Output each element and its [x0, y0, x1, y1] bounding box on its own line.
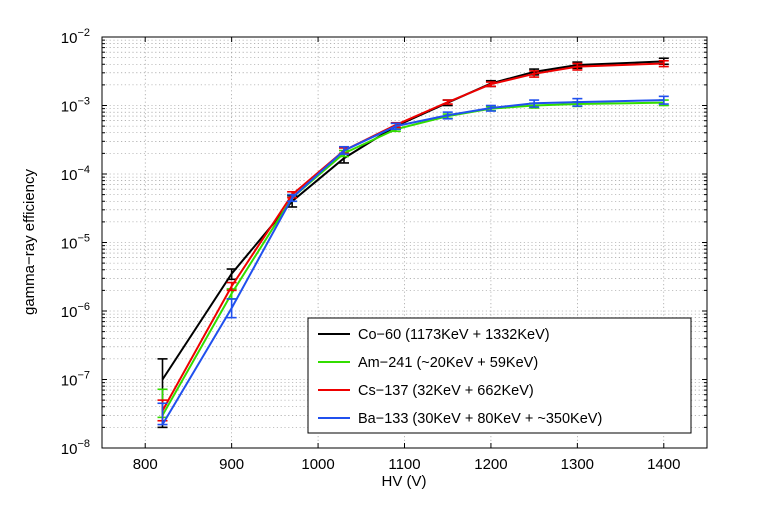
legend-label: Ba−133 (30KeV + 80KeV + ~350KeV)	[358, 411, 602, 427]
error-bar	[485, 104, 496, 112]
legend-label: Co−60 (1173KeV + 1332KeV)	[358, 327, 550, 343]
error-bar	[226, 281, 237, 292]
x-tick-label: 900	[219, 456, 244, 473]
series-line	[161, 62, 664, 412]
error-bar	[226, 298, 237, 319]
y-tick-label: 10−7	[61, 370, 90, 390]
legend-label: Am−241 (~20KeV + 59KeV)	[358, 355, 538, 371]
legend: Co−60 (1173KeV + 1332KeV) Am−241 (~20KeV …	[307, 317, 692, 434]
error-bar	[529, 99, 540, 108]
error-bar	[390, 122, 401, 131]
series-line	[161, 101, 664, 416]
y-tick-labels: 10−8 10−7 10−6 10−5 10−4 10−3 10−2	[61, 27, 90, 458]
x-axis-label: HV (V)	[382, 473, 427, 490]
y-tick-label: 10−5	[61, 233, 90, 253]
y-tick-label: 10−8	[61, 438, 90, 458]
series-layer	[157, 57, 669, 429]
error-bar	[287, 193, 298, 203]
axis-ticks	[102, 36, 707, 449]
y-tick-label: 10−3	[61, 96, 90, 116]
y-tick-label: 10−4	[61, 164, 90, 184]
legend-label: Cs−137 (32KeV + 662KeV)	[358, 383, 534, 399]
x-tick-label: 800	[133, 456, 158, 473]
x-tick-label: 1400	[647, 456, 680, 473]
error-bar	[529, 70, 540, 78]
x-tick-label: 1100	[388, 456, 420, 473]
error-bar	[339, 145, 349, 155]
series-ba-133	[157, 95, 669, 426]
error-bar	[485, 81, 496, 88]
error-bar	[442, 111, 453, 120]
x-tick-label: 1000	[301, 456, 334, 473]
x-tick-label: 1300	[561, 456, 594, 473]
error-bar	[226, 268, 237, 281]
x-tick-label: 1200	[474, 456, 507, 473]
error-bar	[157, 402, 168, 426]
error-bar	[572, 62, 583, 71]
legend-box	[307, 317, 692, 434]
error-bar	[658, 95, 669, 105]
x-tick-labels: 800 900 1000 1100 1200 1300 1400	[133, 456, 681, 473]
series-line	[161, 99, 664, 426]
error-bar	[442, 99, 453, 105]
y-tick-label: 10−2	[61, 27, 90, 47]
y-axis-label: gamma−ray efficiency	[21, 168, 38, 315]
error-bar	[572, 97, 583, 107]
y-tick-label: 10−6	[61, 301, 90, 321]
error-bar	[658, 59, 669, 68]
